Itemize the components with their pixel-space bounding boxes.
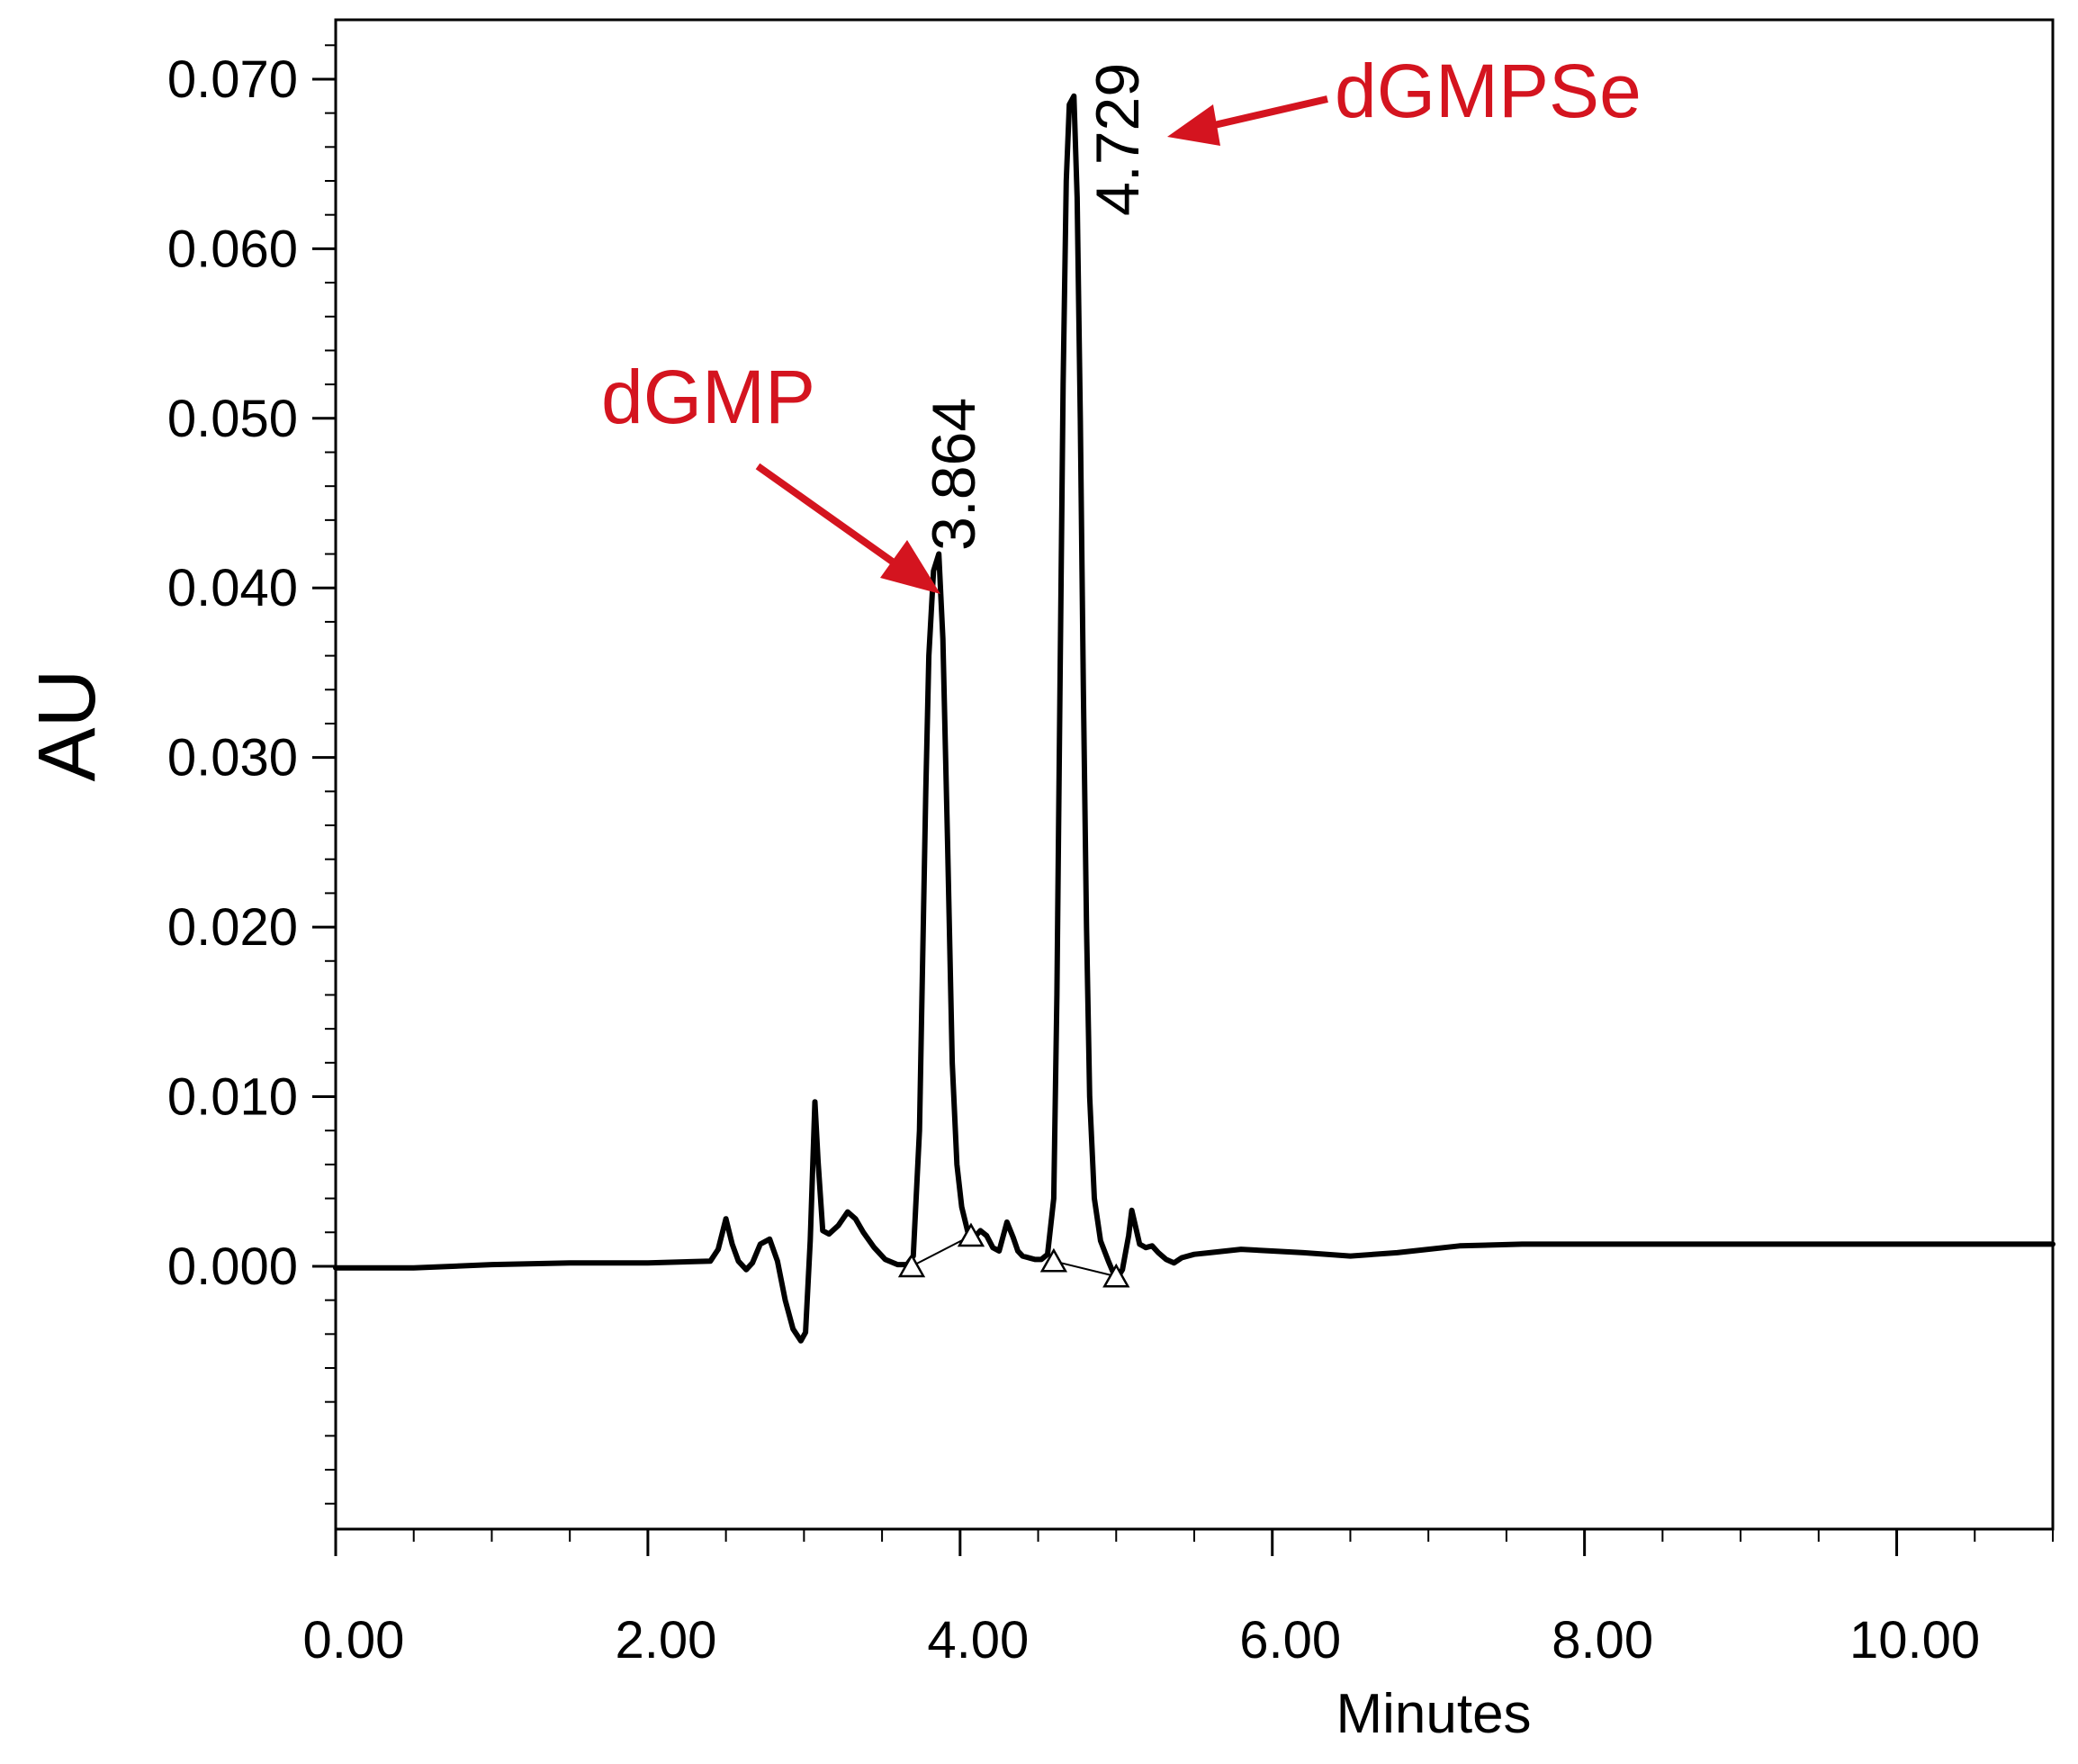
annotation-dgmpse: dGMPSe: [1335, 49, 1642, 133]
annotation-dgmpse-arrowhead: [1167, 104, 1220, 146]
y-tick-label: 0.050: [167, 390, 298, 448]
x-tick-label: 4.00: [927, 1611, 1029, 1670]
x-tick-label: 10.00: [1849, 1611, 1980, 1670]
annotation-dgmpse-arrow: [1210, 95, 1328, 130]
chromatogram-line: [333, 93, 2056, 1344]
integration-marker: [897, 1253, 926, 1278]
plot-frame: [334, 18, 2055, 1531]
x-tick-label: 8.00: [1552, 1611, 1653, 1670]
y-axis-label: AU: [22, 669, 112, 781]
peak-label-dgmpse-retention: 4.729: [1084, 63, 1152, 216]
x-tick-label: 2.00: [615, 1611, 716, 1670]
y-tick-label: 0.060: [167, 220, 298, 278]
annotation-dgmp-arrow: [755, 463, 903, 571]
x-tick-label: 0.00: [303, 1611, 405, 1670]
integration-marker: [957, 1222, 985, 1247]
y-tick-label: 0.070: [167, 50, 298, 109]
integration-markers: [897, 1222, 1130, 1288]
y-tick-label: 0.020: [167, 898, 298, 957]
y-axis: 0.000 0.010 0.020 0.030 0.040 0.050 0.060 0.070: [167, 44, 336, 1505]
y-tick-label: 0.040: [167, 559, 298, 617]
annotation-dgmp-arrowhead: [880, 540, 940, 594]
y-tick-label: 0.010: [167, 1068, 298, 1127]
integration-marker: [1102, 1263, 1130, 1288]
annotation-dgmp: dGMP: [601, 355, 815, 439]
integration-marker: [1039, 1247, 1068, 1273]
x-tick-label: 6.00: [1239, 1611, 1341, 1670]
integration-baseline: [1053, 1260, 1117, 1278]
x-axis: 0.00 2.00 4.00 6.00 8.00 10.00: [303, 1529, 2054, 1670]
y-tick-label: 0.030: [167, 729, 298, 788]
x-axis-label: Minutes: [1336, 1683, 1531, 1745]
y-tick-label: 0.000: [167, 1238, 298, 1296]
peak-label-dgmp-retention: 3.864: [920, 398, 988, 551]
